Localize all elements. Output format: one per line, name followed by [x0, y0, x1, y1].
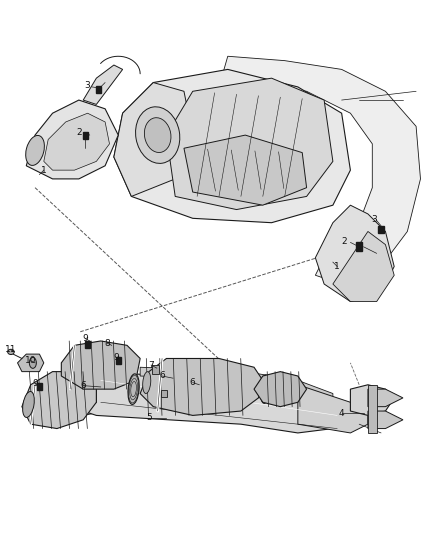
- Polygon shape: [166, 78, 333, 209]
- Text: 11: 11: [5, 345, 17, 354]
- Polygon shape: [184, 135, 307, 205]
- Ellipse shape: [128, 374, 139, 405]
- Ellipse shape: [29, 358, 36, 368]
- Polygon shape: [22, 372, 96, 429]
- Ellipse shape: [135, 107, 180, 164]
- Bar: [378, 226, 384, 233]
- Bar: [152, 365, 159, 374]
- Text: 3: 3: [85, 81, 91, 90]
- Polygon shape: [26, 100, 118, 179]
- Text: 10: 10: [25, 356, 36, 365]
- Polygon shape: [350, 385, 394, 415]
- Ellipse shape: [7, 349, 14, 354]
- Ellipse shape: [143, 372, 151, 393]
- Text: 4: 4: [339, 409, 344, 418]
- Text: 8: 8: [104, 338, 110, 348]
- Text: 1: 1: [334, 262, 340, 271]
- Text: 2: 2: [341, 237, 346, 246]
- Polygon shape: [315, 205, 394, 302]
- Text: 2: 2: [76, 127, 81, 136]
- Text: 7: 7: [148, 360, 154, 369]
- Polygon shape: [44, 113, 110, 170]
- Text: 6: 6: [190, 378, 196, 387]
- Text: 6: 6: [80, 381, 86, 390]
- Text: 3: 3: [371, 215, 378, 224]
- Polygon shape: [140, 367, 333, 402]
- Polygon shape: [368, 411, 403, 429]
- Polygon shape: [219, 56, 420, 284]
- Bar: [96, 86, 101, 93]
- Polygon shape: [368, 389, 403, 407]
- Ellipse shape: [260, 375, 270, 403]
- Polygon shape: [39, 376, 114, 415]
- Polygon shape: [333, 231, 394, 302]
- Bar: [85, 341, 90, 348]
- Text: 5: 5: [146, 413, 152, 422]
- Ellipse shape: [23, 392, 34, 417]
- Bar: [161, 390, 167, 397]
- Bar: [37, 383, 42, 391]
- Polygon shape: [114, 69, 350, 223]
- Polygon shape: [298, 385, 368, 433]
- Polygon shape: [61, 341, 140, 389]
- Text: 6: 6: [159, 372, 165, 381]
- Polygon shape: [368, 385, 377, 433]
- Polygon shape: [114, 83, 193, 197]
- Text: 1: 1: [41, 166, 47, 175]
- Text: 9: 9: [82, 334, 88, 343]
- Polygon shape: [254, 372, 307, 407]
- Bar: [116, 357, 121, 364]
- Ellipse shape: [26, 135, 44, 165]
- Polygon shape: [83, 65, 123, 104]
- Polygon shape: [140, 359, 263, 415]
- Text: 9: 9: [113, 353, 119, 362]
- Bar: [356, 243, 362, 251]
- Text: 9: 9: [32, 379, 38, 389]
- Bar: [83, 132, 88, 139]
- Polygon shape: [18, 354, 44, 372]
- Polygon shape: [83, 372, 342, 433]
- Ellipse shape: [145, 118, 171, 152]
